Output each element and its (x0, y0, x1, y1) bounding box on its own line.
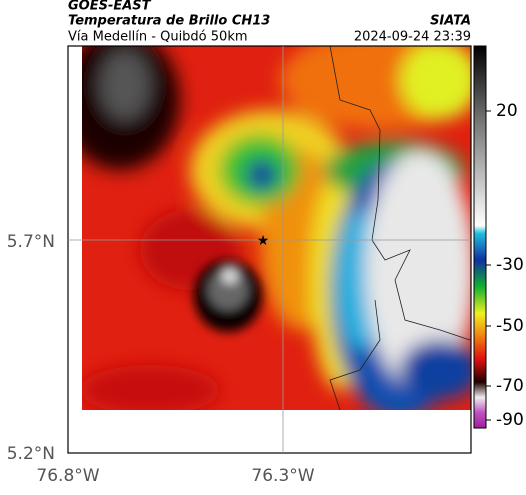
colorbar-label: 20 (496, 101, 518, 121)
title: Temperatura de Brillo CH13 (68, 14, 270, 29)
colorbar-ticks (486, 110, 491, 421)
colorbar-label: -50 (496, 316, 524, 336)
lat-label: 5.2°N (7, 444, 55, 464)
lon-label: 76.8°W (36, 466, 99, 486)
brand: SIATA (430, 14, 471, 29)
city-marker: ★ (257, 233, 270, 249)
map-frame (67, 45, 472, 454)
subtitle: Vía Medellín - Quibdó 50km (68, 30, 248, 45)
colorbar-label: -90 (496, 410, 524, 430)
lat-label: 5.7°N (7, 232, 55, 252)
colorbar (473, 45, 487, 429)
timestamp: 2024-09-24 23:39 (354, 30, 471, 45)
colorbar-label: -70 (496, 376, 524, 396)
satellite-image (82, 46, 471, 410)
colorbar-label: -30 (496, 255, 524, 275)
source: GOES-EAST (68, 0, 152, 14)
lon-label: 76.3°W (251, 466, 314, 486)
